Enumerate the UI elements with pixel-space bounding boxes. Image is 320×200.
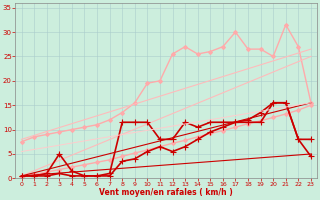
X-axis label: Vent moyen/en rafales ( km/h ): Vent moyen/en rafales ( km/h ) (100, 188, 233, 197)
